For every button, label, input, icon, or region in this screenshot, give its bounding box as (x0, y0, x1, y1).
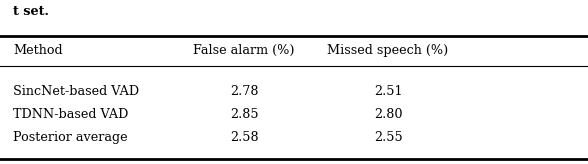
Text: t set.: t set. (13, 5, 49, 18)
Text: 2.51: 2.51 (374, 85, 402, 98)
Text: 2.80: 2.80 (374, 108, 402, 121)
Text: Missed speech (%): Missed speech (%) (328, 44, 449, 57)
Text: Posterior average: Posterior average (13, 131, 128, 144)
Text: TDNN-based VAD: TDNN-based VAD (13, 108, 128, 121)
Text: 2.85: 2.85 (230, 108, 258, 121)
Text: 2.78: 2.78 (230, 85, 258, 98)
Text: Method: Method (13, 44, 62, 57)
Text: 2.55: 2.55 (374, 131, 402, 144)
Text: False alarm (%): False alarm (%) (193, 44, 295, 57)
Text: 2.58: 2.58 (230, 131, 258, 144)
Text: SincNet-based VAD: SincNet-based VAD (13, 85, 139, 98)
